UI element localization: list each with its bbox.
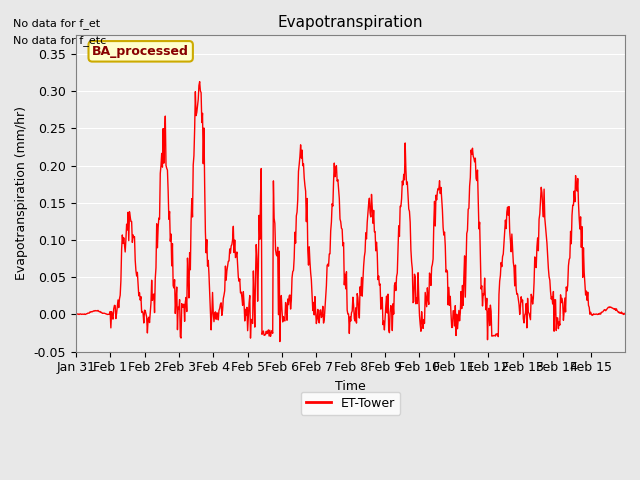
Title: Evapotranspiration: Evapotranspiration	[278, 15, 423, 30]
Text: No data for f_et: No data for f_et	[13, 18, 100, 29]
Y-axis label: Evapotranspiration (mm/hr): Evapotranspiration (mm/hr)	[15, 107, 28, 280]
Legend: ET-Tower: ET-Tower	[301, 392, 400, 415]
Text: No data for f_etc: No data for f_etc	[13, 35, 106, 46]
Text: BA_processed: BA_processed	[92, 45, 189, 58]
X-axis label: Time: Time	[335, 380, 366, 393]
